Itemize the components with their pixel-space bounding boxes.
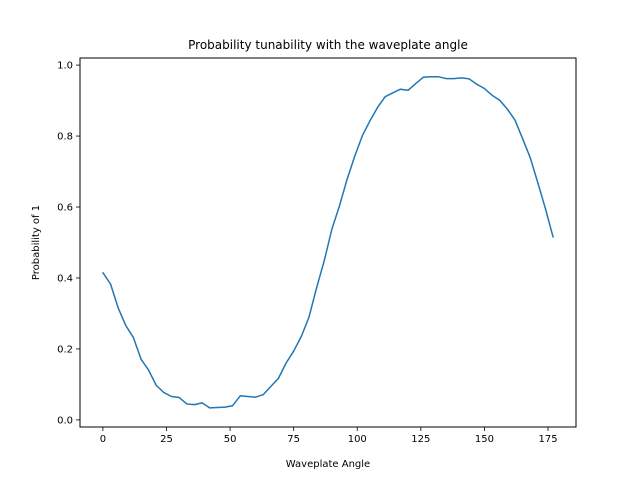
data-point <box>148 369 150 371</box>
data-point <box>201 402 203 404</box>
data-point <box>140 358 142 360</box>
data-point <box>399 88 402 90</box>
data-point <box>529 157 531 159</box>
data-point <box>521 137 524 140</box>
data-point <box>125 324 127 327</box>
data-point <box>109 283 112 285</box>
x-tick-label: 50 <box>224 434 237 445</box>
data-point <box>422 76 424 78</box>
x-tick-label: 175 <box>538 434 557 445</box>
x-tick-label: 75 <box>287 434 300 445</box>
y-tick-label: 0.6 <box>57 203 73 214</box>
data-point <box>552 236 554 238</box>
data-point <box>216 406 218 409</box>
y-tick-label: 0.0 <box>57 415 73 426</box>
y-tick-label: 1.0 <box>57 61 73 72</box>
data-point <box>346 178 348 180</box>
data-point <box>445 77 447 80</box>
data-point <box>323 260 325 262</box>
plot-area <box>79 57 577 428</box>
data-point <box>262 394 264 396</box>
series-layer <box>102 76 554 409</box>
data-point <box>476 83 478 85</box>
x-axis-label: Waveplate Angle <box>286 459 370 470</box>
data-point <box>132 336 135 339</box>
y-tick-label: 0.8 <box>57 132 73 143</box>
data-point <box>117 307 119 309</box>
data-point <box>453 77 455 80</box>
data-point <box>102 272 104 274</box>
data-point <box>354 155 356 157</box>
x-tick-label: 150 <box>475 434 494 445</box>
data-point <box>315 287 318 289</box>
data-point <box>270 385 272 388</box>
data-point <box>209 407 211 409</box>
y-tick-label: 0.2 <box>57 344 73 355</box>
data-point <box>293 350 295 352</box>
x-tick-label: 125 <box>411 434 430 445</box>
data-point <box>163 391 165 394</box>
data-point <box>514 119 516 121</box>
data-point <box>331 228 333 230</box>
data-point <box>384 96 386 98</box>
data-point <box>338 205 341 207</box>
data-point <box>369 120 371 122</box>
data-point <box>430 76 432 78</box>
data-point <box>483 87 486 90</box>
data-point <box>277 377 279 379</box>
data-point <box>468 78 470 80</box>
x-tick-label: 100 <box>348 434 367 445</box>
data-point <box>407 89 409 91</box>
data-point <box>460 77 463 79</box>
data-point <box>308 316 310 318</box>
data-point <box>224 406 226 408</box>
y-tick-label: 0.4 <box>57 273 73 284</box>
data-point <box>438 76 440 78</box>
data-point <box>285 362 287 364</box>
data-point <box>239 395 241 397</box>
data-point <box>499 99 501 101</box>
axes-frame <box>79 57 577 428</box>
data-point <box>300 335 302 338</box>
data-point <box>377 106 379 108</box>
chart-title: Probability tunability with the waveplat… <box>188 38 468 52</box>
data-point <box>254 396 257 398</box>
x-tick-label: 0 <box>100 434 106 445</box>
data-point <box>491 94 493 96</box>
data-point <box>232 405 234 407</box>
data-point <box>186 403 188 405</box>
data-point <box>537 182 539 184</box>
series-line <box>102 76 554 409</box>
data-point <box>247 395 249 398</box>
data-point <box>361 135 363 137</box>
data-point <box>544 208 547 210</box>
x-axis-ticks: 0 25 50 75 100 125 150 175 <box>100 427 558 445</box>
y-axis-ticks: 0.0 0.2 0.4 0.6 0.8 1.0 <box>57 61 80 426</box>
y-axis-label: Probability of 1 <box>31 205 42 280</box>
x-tick-label: 25 <box>160 434 173 445</box>
data-point <box>170 395 173 398</box>
data-point <box>178 396 180 399</box>
data-point <box>193 404 196 406</box>
data-point <box>392 92 394 94</box>
data-point <box>415 82 417 85</box>
data-point <box>506 108 508 110</box>
data-point <box>155 384 157 387</box>
